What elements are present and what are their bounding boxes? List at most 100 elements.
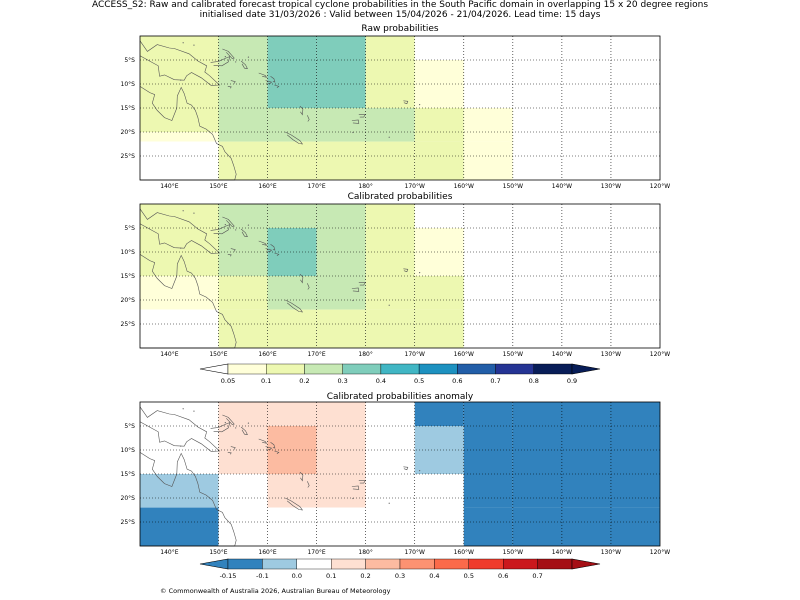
colorbar-tick-label: 0.4 — [429, 572, 439, 580]
island-marker — [247, 56, 250, 58]
coastline — [403, 268, 409, 273]
coastline — [299, 273, 304, 284]
lat-tick-label: 20°S — [121, 297, 136, 304]
probability-cell — [365, 252, 415, 276]
probability-cell — [463, 132, 513, 142]
probability-cell — [140, 507, 219, 546]
probability-cell — [365, 300, 415, 310]
coastline — [265, 80, 273, 84]
figure-title-line-1: ACCESS_S2: Raw and calibrated forecast t… — [91, 0, 709, 10]
probability-cell — [512, 141, 660, 180]
copyright-notice: © Commonwealth of Australia 2026, Austra… — [160, 587, 391, 595]
probability-cell — [365, 426, 415, 450]
probability-cell — [218, 228, 268, 252]
probability-cell — [365, 204, 415, 228]
colorbar-segment — [537, 558, 573, 570]
colorbar-segment — [331, 558, 366, 570]
probability-cell — [316, 60, 366, 84]
colorbar-tick-label: 0.3 — [337, 377, 347, 385]
probability-cell — [218, 402, 268, 426]
coastline — [230, 80, 236, 84]
coastline — [227, 254, 232, 257]
probability-cell — [140, 228, 219, 252]
lon-tick-label: 170°W — [405, 351, 425, 358]
probability-cell — [365, 132, 415, 142]
lat-tick-label: 5°S — [124, 423, 135, 430]
lon-tick-label: 180° — [358, 183, 372, 190]
island-marker — [182, 42, 184, 44]
probability-cell — [365, 474, 415, 498]
probability-cell — [463, 141, 513, 180]
colorbar-tick-label: 0.7 — [490, 377, 500, 385]
probability-cell — [512, 60, 660, 84]
colorbar-tick-label: 0.9 — [567, 377, 577, 385]
probability-cell — [414, 84, 464, 108]
lon-tick-label: 160°W — [454, 183, 474, 190]
coastline — [227, 452, 232, 455]
anomaly-map: 140°E 150°E 160°E 170°E 180° 170°W 160°W 150°W 1… — [121, 401, 670, 556]
lat-tick-label: 15°S — [121, 273, 136, 280]
coastline — [307, 481, 310, 488]
probability-cell — [140, 474, 219, 498]
coastline — [139, 406, 221, 452]
probability-cell — [463, 309, 513, 348]
colorbar-segment — [457, 363, 496, 375]
probability-cell — [365, 450, 415, 474]
probability-cell — [414, 402, 464, 426]
coastline — [270, 244, 276, 251]
probability-cell — [365, 498, 415, 508]
probability-cell — [414, 300, 464, 310]
island-marker — [180, 445, 182, 447]
lon-tick-label: 160°E — [258, 351, 276, 358]
island-marker — [224, 224, 226, 226]
lon-tick-label: 130°W — [601, 183, 621, 190]
island-marker — [182, 408, 184, 410]
island-marker — [388, 304, 390, 306]
coastline — [351, 119, 360, 124]
probability-cell — [218, 507, 268, 546]
probability-cell — [316, 141, 366, 180]
probability-cell — [316, 204, 366, 228]
probability-cell — [414, 507, 464, 546]
probability-cell — [140, 141, 219, 180]
coastline — [307, 283, 310, 290]
coastline — [274, 84, 280, 89]
colorbar-tick-label: 0.8 — [529, 377, 539, 385]
colorbar-tick-label: 0.05 — [221, 377, 235, 385]
island-marker — [180, 79, 182, 81]
probability-cell — [316, 402, 366, 426]
probability-cell — [316, 309, 366, 348]
anomaly-colorbar: -0.15 -0.1 0.0 0.1 0.2 0.3 0.4 0.5 0.6 0.7 — [199, 558, 601, 580]
probability-cell — [140, 402, 219, 426]
colorbar-max-extension — [571, 363, 601, 375]
map-frame — [139, 35, 661, 181]
probability-cell — [512, 300, 660, 310]
colorbar-tick-label: 0.2 — [299, 377, 309, 385]
coastline — [227, 86, 232, 89]
probability-cell — [218, 132, 268, 142]
probability-cell — [414, 276, 464, 300]
colorbar-segment — [503, 558, 538, 570]
probability-cell — [365, 276, 415, 300]
probability-cell — [365, 228, 415, 252]
probability-cell — [140, 36, 219, 60]
lat-tick-label: 5°S — [124, 57, 135, 64]
probability-cell — [140, 60, 219, 84]
lon-tick-label: 160°E — [258, 183, 276, 190]
coastline — [240, 228, 248, 237]
probability-cell — [414, 204, 464, 228]
map-frame — [139, 203, 661, 349]
probability-cell — [512, 498, 660, 508]
probability-cell — [218, 141, 268, 180]
probability-cell — [218, 204, 268, 228]
lon-tick-label: 150°W — [503, 351, 523, 358]
island-marker — [388, 502, 390, 504]
probability-cell — [267, 108, 317, 132]
probability-cell — [218, 300, 268, 310]
lon-tick-label: 140°E — [160, 549, 178, 556]
probability-cell — [512, 252, 660, 276]
lon-tick-label: 170°E — [307, 183, 325, 190]
probability-cell — [218, 474, 268, 498]
probability-cell — [512, 450, 660, 474]
island-marker — [235, 61, 237, 63]
